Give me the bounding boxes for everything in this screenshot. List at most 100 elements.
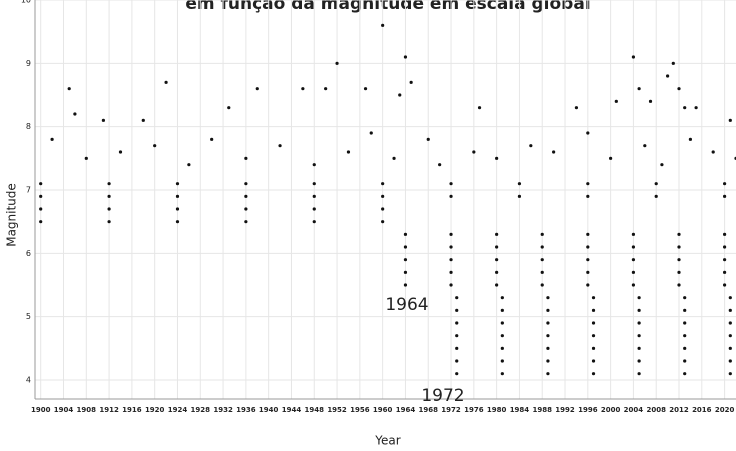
data-point [677,245,681,249]
data-point [84,156,88,160]
data-point [477,106,482,110]
data-point [175,182,180,186]
chart-title: em função da magnitude em escala global [185,0,590,14]
data-point [728,359,732,363]
data-point [723,232,727,236]
data-point [728,321,732,325]
data-point [107,207,111,211]
data-point [683,334,687,338]
data-point [540,283,544,287]
data-point [643,144,647,148]
data-point [591,296,596,300]
data-point [107,220,111,224]
data-point [586,283,590,287]
x-tick-label: 1952 [327,406,347,414]
data-point [455,296,459,300]
data-point [381,220,385,224]
data-point [495,283,499,287]
data-point [552,150,556,154]
data-point [677,258,681,262]
data-point [312,207,316,211]
data-point [398,93,402,97]
data-point [546,308,550,312]
data-point [683,308,687,312]
data-point [244,156,248,160]
x-tick-label: 1936 [236,406,256,414]
data-point [346,150,351,154]
data-point [426,137,430,141]
x-tick-label: 1912 [99,406,119,414]
data-point [500,334,504,338]
data-point [637,346,641,350]
x-tick-label: 2008 [646,406,666,414]
data-point [591,359,596,363]
data-point [392,156,396,160]
data-point [540,245,544,249]
data-point [683,372,687,376]
data-point [449,283,453,287]
data-point [495,258,499,262]
data-point [723,258,727,262]
data-point [244,194,248,198]
data-point [118,150,123,154]
data-point [500,296,504,300]
x-tick-label: 2004 [624,406,644,414]
data-point [631,55,636,59]
data-point [660,163,664,167]
data-point [449,245,453,249]
data-point [648,99,653,103]
data-point [591,308,596,312]
x-tick-label: 1968 [419,406,439,414]
data-point [666,74,670,78]
data-point [654,194,658,198]
x-tick-label: 1960 [373,406,393,414]
data-point [187,163,191,167]
data-point [591,334,596,338]
data-point [546,346,550,350]
data-point [381,207,385,211]
x-tick-label: 1928 [191,406,211,414]
data-point [631,283,636,287]
data-point [255,87,259,91]
x-tick-label: 1916 [122,406,142,414]
data-point [39,182,43,186]
y-tick-label: 4 [26,376,31,385]
data-point [654,182,658,186]
data-point [381,23,385,27]
y-tick-label: 10 [21,0,31,5]
annotation: 1964 [385,295,428,315]
data-point [671,61,675,65]
data-point [500,321,504,325]
data-point [312,163,316,167]
data-point [728,308,732,312]
data-point [335,61,339,65]
data-point [711,150,715,154]
data-point [723,245,727,249]
y-tick-label: 8 [26,122,31,131]
data-point [107,194,111,198]
annotation: 1972 [421,386,464,406]
x-tick-label: 2000 [601,406,621,414]
data-point [540,232,544,236]
data-point [637,372,641,376]
data-point [677,283,681,287]
data-point [455,359,459,363]
data-point [546,321,550,325]
x-axis-label: Year [374,434,400,448]
y-tick-label: 5 [26,312,31,321]
data-point [381,194,385,198]
data-point [455,372,459,376]
data-point [728,334,732,338]
data-point [101,118,105,122]
data-point [728,372,732,376]
x-tick-label: 1908 [77,406,97,414]
data-point [363,87,368,91]
data-point [637,87,641,91]
data-point [455,321,459,325]
data-point [455,346,459,350]
x-tick-label: 1900 [31,406,51,414]
data-point [540,270,544,274]
data-point [312,194,316,198]
data-point [244,182,248,186]
